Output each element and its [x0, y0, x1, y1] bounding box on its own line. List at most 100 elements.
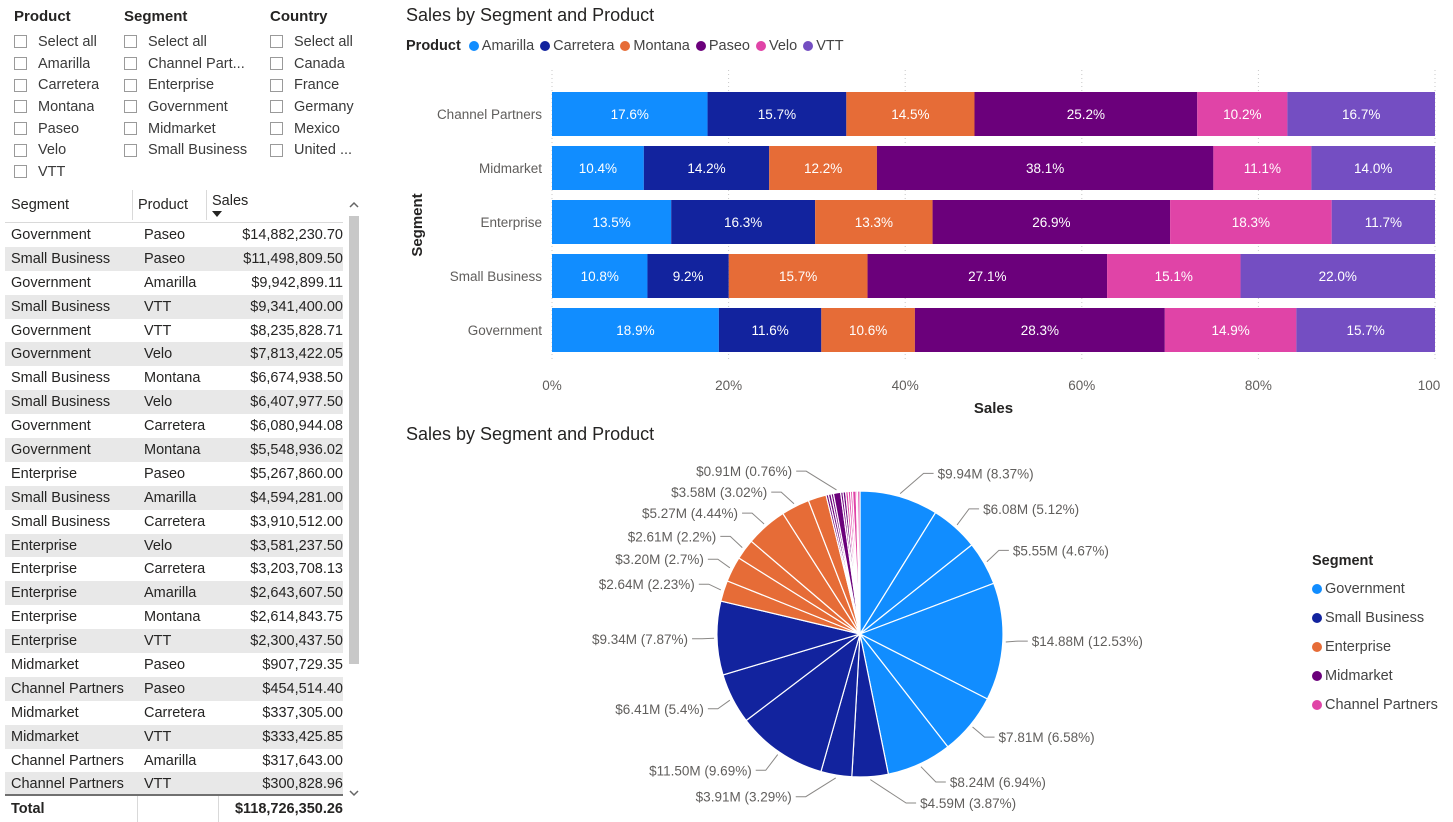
legend-item[interactable]: Carretera [540, 38, 614, 54]
table-row[interactable]: Small Business VTT $9,341,400.00 [5, 294, 343, 319]
legend-item[interactable]: Channel Partners [1312, 690, 1438, 719]
checkbox[interactable] [270, 122, 283, 136]
bar-segment[interactable] [932, 200, 1171, 244]
checkbox[interactable] [270, 35, 283, 49]
bar-segment[interactable] [1311, 146, 1435, 190]
bar-segment[interactable] [728, 254, 868, 298]
slicer-item[interactable]: Select all [270, 31, 365, 53]
bar-segment[interactable] [671, 200, 816, 244]
table-row[interactable]: Channel Partners VTT $300,828.96 [5, 772, 343, 797]
slicer-item[interactable]: Carretera [14, 74, 114, 96]
bar-segment[interactable] [718, 308, 822, 352]
checkbox[interactable] [14, 100, 27, 114]
legend-item[interactable]: Montana [620, 38, 690, 54]
checkbox[interactable] [14, 78, 27, 92]
slicer-item[interactable]: Select all [14, 31, 114, 53]
table-row[interactable]: Small Business Velo $6,407,977.50 [5, 390, 343, 415]
checkbox[interactable] [124, 143, 137, 157]
table-row[interactable]: Enterprise Velo $3,581,237.50 [5, 533, 343, 558]
bar-segment[interactable] [1170, 200, 1332, 244]
table-row[interactable]: Midmarket Paseo $907,729.35 [5, 653, 343, 677]
bar-segment[interactable] [876, 146, 1214, 190]
bar-segment[interactable] [1287, 92, 1435, 136]
scrollbar-thumb[interactable] [349, 216, 359, 664]
legend-item[interactable]: Velo [755, 38, 797, 54]
bar-segment[interactable] [643, 146, 770, 190]
bar-segment[interactable] [1296, 308, 1435, 352]
legend-item[interactable]: Small Business [1312, 604, 1438, 633]
checkbox[interactable] [270, 57, 283, 71]
table-row[interactable]: Small Business Carretera $3,910,512.00 [5, 510, 343, 534]
legend-item[interactable]: Government [1312, 575, 1438, 604]
table-row[interactable]: Midmarket Carretera $337,305.00 [5, 701, 343, 725]
bar-segment[interactable] [1197, 92, 1288, 136]
table-row[interactable]: Enterprise Amarilla $2,643,607.50 [5, 581, 343, 606]
slicer-item[interactable]: Midmarket [124, 118, 254, 140]
checkbox[interactable] [124, 78, 137, 92]
bar-segment[interactable] [707, 92, 847, 136]
bar-segment[interactable] [821, 308, 915, 352]
scroll-down-icon[interactable] [348, 788, 360, 798]
checkbox[interactable] [14, 57, 27, 71]
bar-segment[interactable] [769, 146, 877, 190]
table-row[interactable]: Small Business Amarilla $4,594,281.00 [5, 485, 343, 510]
table-row[interactable]: Midmarket VTT $333,425.85 [5, 724, 343, 749]
bar-segment[interactable] [1213, 146, 1312, 190]
column-header-product[interactable]: Product [138, 188, 208, 222]
slicer-item[interactable]: Amarilla [14, 53, 114, 75]
bar-segment[interactable] [552, 146, 644, 190]
slicer-item[interactable]: Government [124, 96, 254, 118]
table-row[interactable]: Government Montana $5,548,936.02 [5, 438, 343, 462]
table-row[interactable]: Enterprise Carretera $3,203,708.13 [5, 557, 343, 581]
legend-item[interactable]: Enterprise [1312, 633, 1438, 662]
slicer-item[interactable]: Small Business [124, 139, 254, 161]
checkbox[interactable] [14, 35, 27, 49]
pie-slice[interactable] [856, 490, 861, 635]
checkbox[interactable] [124, 35, 137, 49]
legend-item[interactable]: VTT [803, 38, 844, 54]
table-row[interactable]: Government Amarilla $9,942,899.11 [5, 271, 343, 295]
table-row[interactable]: Government Velo $7,813,422.05 [5, 342, 343, 367]
bar-segment[interactable] [974, 92, 1198, 136]
slicer-item[interactable]: Channel Part... [124, 53, 254, 75]
checkbox[interactable] [270, 100, 283, 114]
slicer-item[interactable]: Velo [14, 139, 114, 161]
table-row[interactable]: Small Business Montana $6,674,938.50 [5, 366, 343, 390]
table-row[interactable]: Enterprise VTT $2,300,437.50 [5, 629, 343, 654]
bar-segment[interactable] [867, 254, 1108, 298]
pie-slice[interactable] [858, 582, 1004, 700]
slicer-item[interactable]: United ... [270, 139, 365, 161]
checkbox[interactable] [14, 165, 27, 179]
column-header-segment[interactable]: Segment [11, 188, 131, 222]
table-row[interactable]: Small Business Paseo $11,498,809.50 [5, 246, 343, 271]
legend-item[interactable]: Paseo [695, 38, 750, 54]
checkbox[interactable] [14, 122, 27, 136]
bar-segment[interactable] [1107, 254, 1241, 298]
slicer-item[interactable]: Paseo [14, 118, 114, 140]
table-row[interactable]: Enterprise Montana $2,614,843.75 [5, 605, 343, 629]
bar-segment[interactable] [552, 308, 719, 352]
slicer-item[interactable]: Canada [270, 53, 365, 75]
scroll-up-icon[interactable] [348, 200, 360, 210]
slicer-item[interactable]: Enterprise [124, 74, 254, 96]
checkbox[interactable] [124, 122, 137, 136]
legend-item[interactable]: Midmarket [1312, 661, 1438, 690]
checkbox[interactable] [270, 143, 283, 157]
table-row[interactable]: Enterprise Paseo $5,267,860.00 [5, 462, 343, 486]
table-row[interactable]: Channel Partners Amarilla $317,643.00 [5, 749, 343, 773]
slicer-item[interactable]: Montana [14, 96, 114, 118]
bar-segment[interactable] [846, 92, 975, 136]
column-header-sales[interactable]: Sales [212, 188, 332, 222]
slicer-item[interactable]: Germany [270, 96, 365, 118]
table-scrollbar[interactable] [348, 196, 360, 798]
checkbox[interactable] [14, 143, 27, 157]
table-row[interactable]: Government Paseo $14,882,230.70 [5, 223, 343, 247]
table-row[interactable]: Government VTT $8,235,828.71 [5, 319, 343, 343]
bar-segment[interactable] [914, 308, 1165, 352]
bar-segment[interactable] [552, 92, 708, 136]
slicer-item[interactable]: France [270, 74, 365, 96]
bar-segment[interactable] [1331, 200, 1435, 244]
bar-segment[interactable] [552, 200, 672, 244]
checkbox[interactable] [124, 57, 137, 71]
slicer-item[interactable]: Mexico [270, 118, 365, 140]
